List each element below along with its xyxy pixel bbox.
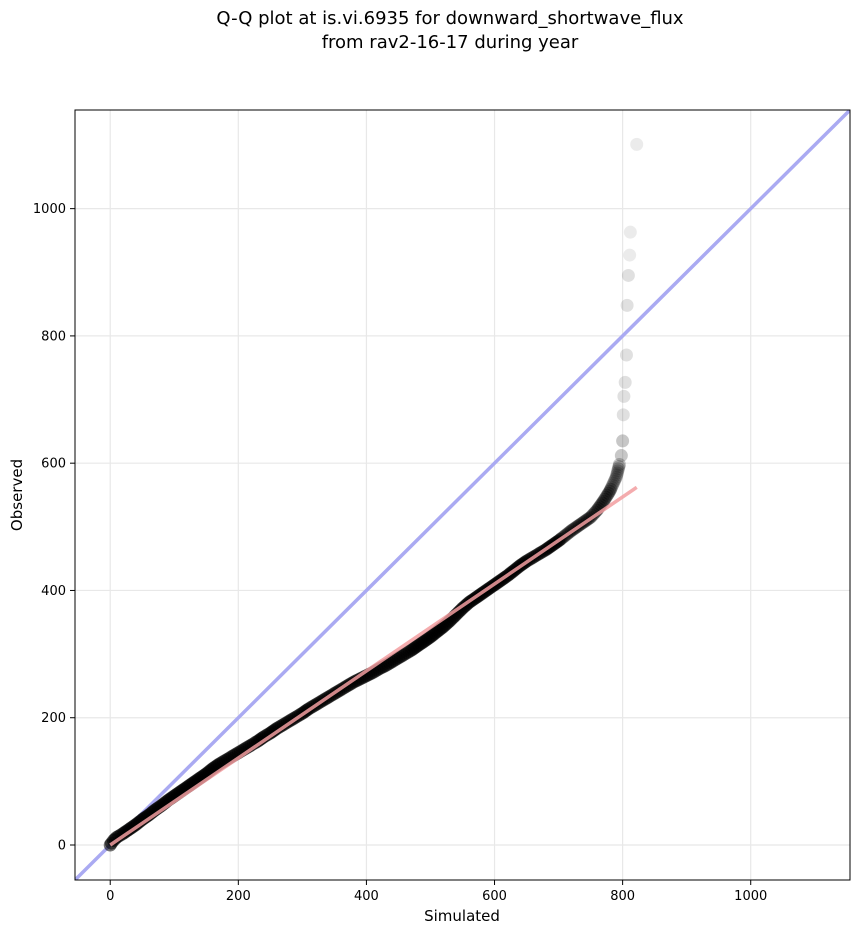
data-point (610, 466, 624, 480)
data-point (602, 486, 616, 500)
data-point (606, 476, 620, 490)
y-axis-ticks: 0 200 400 600 800 1000 (33, 202, 75, 854)
data-point (618, 375, 632, 389)
y-tick-label: 0 (58, 839, 66, 854)
x-tick-label: 400 (354, 889, 379, 904)
data-point (619, 348, 633, 362)
data-point (623, 248, 637, 262)
data-point (616, 434, 630, 448)
y-axis-label: Observed (8, 459, 26, 531)
data-point (612, 457, 626, 471)
chart-title-line2: from rav2-16-17 during year (322, 32, 579, 53)
data-point (617, 389, 631, 403)
data-point (611, 464, 625, 478)
data-point (596, 494, 610, 508)
y-tick-label: 200 (41, 711, 66, 726)
x-tick-label: 1000 (734, 889, 767, 904)
x-tick-label: 600 (482, 889, 507, 904)
data-point (609, 470, 623, 484)
x-tick-label: 200 (226, 889, 251, 904)
y-tick-label: 1000 (33, 202, 66, 217)
x-tick-label: 800 (610, 889, 635, 904)
data-point (621, 268, 635, 282)
data-point (598, 492, 612, 506)
data-point (610, 468, 624, 482)
data-point (616, 408, 630, 422)
y-tick-label: 400 (41, 584, 66, 599)
data-point (612, 460, 626, 474)
data-point (620, 298, 634, 312)
y-tick-label: 600 (41, 457, 66, 472)
data-point (606, 478, 620, 492)
data-point (603, 484, 617, 498)
data-point (605, 480, 619, 494)
data-point (604, 482, 618, 496)
data-points (103, 137, 644, 852)
x-axis-ticks: 0 200 400 600 800 1000 (106, 880, 767, 904)
plot-frame (74, 109, 851, 881)
chart-title-line1: Q-Q plot at is.vi.6935 for downward_shor… (216, 8, 684, 29)
data-point (599, 490, 613, 504)
reference-line (75, 110, 850, 880)
fit-line (109, 485, 638, 847)
data-point (608, 472, 622, 486)
data-point (623, 225, 637, 239)
data-point (607, 474, 621, 488)
x-tick-label: 0 (106, 889, 114, 904)
data-point (600, 488, 614, 502)
data-point (630, 137, 644, 151)
data-point (595, 496, 609, 510)
data-point (611, 462, 625, 476)
plot-area (75, 110, 850, 880)
y-tick-label: 800 (41, 329, 66, 344)
x-axis-label: Simulated (424, 907, 500, 925)
data-point (614, 449, 628, 463)
